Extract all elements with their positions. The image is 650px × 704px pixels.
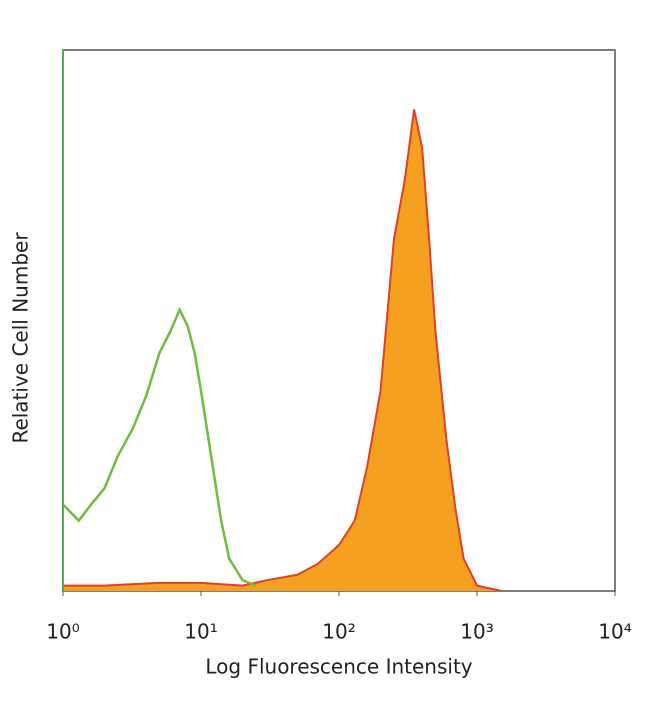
area-fill (63, 109, 502, 591)
plot-marks (62, 109, 502, 592)
x-axis-label: Log Fluorescence Intensity (205, 655, 472, 679)
x-tick-label: 10³ (460, 620, 493, 644)
y-axis-label: Relative Cell Number (9, 232, 33, 444)
x-tick-label: 10² (322, 620, 355, 644)
x-tick-label: 10⁰ (46, 620, 79, 644)
histogram-outline (63, 109, 502, 592)
plot-frame (62, 49, 616, 592)
x-tick-label: 10¹ (184, 620, 217, 644)
histogram-line (62, 306, 257, 587)
x-tick-label: 10⁴ (598, 620, 631, 644)
